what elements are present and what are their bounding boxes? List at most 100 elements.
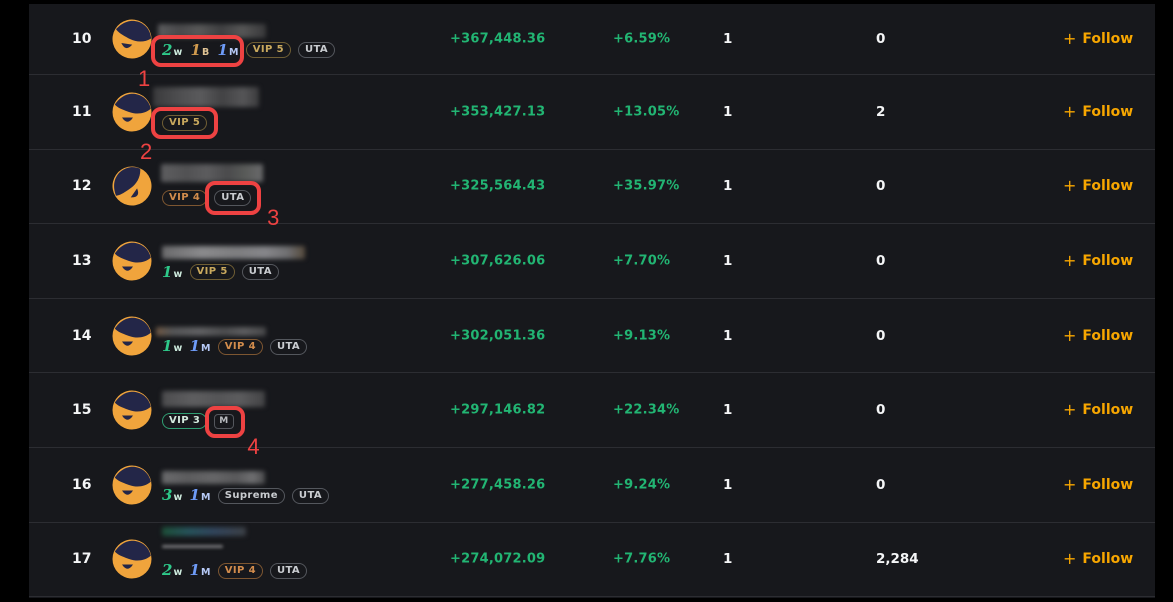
- roi-value: +7.76%: [613, 551, 671, 567]
- count-secondary: 0: [876, 178, 886, 195]
- pnl-value: +353,427.13: [450, 104, 546, 120]
- pnl-value: +297,146.82: [450, 402, 546, 418]
- avatar[interactable]: [112, 92, 152, 132]
- count-secondary: 0: [876, 31, 886, 47]
- annotated-vip-badge: VIP 5 2: [140, 107, 219, 163]
- badge-list: VIP 5 2: [140, 107, 219, 163]
- redacted-username: [162, 544, 223, 548]
- count-primary: 1: [723, 252, 733, 269]
- annotated-uta-badge: UTA 3: [205, 180, 279, 228]
- plus-icon: +: [1063, 101, 1077, 121]
- redacted-username: [162, 470, 265, 484]
- follow-button[interactable]: + Follow: [1063, 549, 1133, 569]
- plus-icon: +: [1063, 474, 1077, 494]
- roi-value: +7.70%: [613, 253, 671, 269]
- avatar[interactable]: [112, 539, 152, 579]
- follow-label: Follow: [1082, 476, 1134, 493]
- count-primary: 1: [723, 402, 733, 419]
- follow-label: Follow: [1082, 252, 1134, 269]
- follow-button[interactable]: + Follow: [1063, 29, 1134, 48]
- count-secondary: 0: [876, 327, 886, 344]
- avatar[interactable]: [112, 166, 152, 206]
- redacted-username: [153, 87, 259, 107]
- m-badge: M: [214, 413, 234, 429]
- vip-badge: VIP 4: [217, 338, 263, 355]
- plus-icon: +: [1063, 29, 1077, 48]
- follow-button[interactable]: + Follow: [1063, 474, 1134, 494]
- follow-button[interactable]: + Follow: [1063, 400, 1134, 420]
- plus-icon: +: [1063, 176, 1077, 196]
- plus-icon: +: [1063, 400, 1077, 420]
- roi-value: +6.59%: [613, 31, 671, 47]
- follow-label: Follow: [1082, 327, 1134, 344]
- vip-badge: VIP 3: [162, 413, 208, 430]
- pnl-value: +302,051.36: [450, 328, 546, 344]
- avatar[interactable]: [112, 465, 152, 505]
- redacted-stat-line: [162, 526, 246, 536]
- moon-avatar-icon: [112, 465, 152, 505]
- redacted-username: [156, 326, 266, 336]
- moon-avatar-icon: [112, 241, 152, 281]
- vip-badge: VIP 5: [162, 115, 208, 131]
- table-row: 12 VIP 4 UTA 3 +325,564.43 +35.97% 1: [29, 150, 1155, 228]
- redacted-username: [162, 246, 305, 260]
- follow-label: Follow: [1082, 402, 1134, 419]
- annotation-label-3: 3: [267, 204, 280, 230]
- vip-badge: VIP 4: [162, 189, 208, 206]
- uta-badge: UTA: [297, 42, 336, 58]
- follow-label: Follow: [1082, 178, 1134, 195]
- count-primary: 1: [723, 476, 733, 493]
- pnl-value: +307,626.06: [450, 253, 546, 269]
- follow-button[interactable]: + Follow: [1063, 176, 1134, 196]
- avatar[interactable]: [112, 316, 152, 356]
- rank-label: 13: [72, 252, 92, 269]
- uta-badge: UTA: [291, 487, 330, 504]
- count-primary: 1: [723, 551, 733, 568]
- follow-label: Follow: [1082, 31, 1134, 47]
- follow-button[interactable]: + Follow: [1063, 101, 1134, 121]
- count-primary: 1: [723, 31, 733, 47]
- follow-button[interactable]: + Follow: [1063, 250, 1134, 270]
- roi-value: +35.97%: [613, 178, 680, 194]
- pnl-value: +325,564.43: [450, 178, 546, 194]
- rank-label: 16: [72, 476, 92, 493]
- moon-avatar-icon: [112, 539, 152, 579]
- count-primary: 1: [723, 103, 733, 120]
- count-secondary: 0: [876, 476, 886, 493]
- count-secondary: 2,284: [876, 551, 919, 568]
- table-row: 15 VIP 3 M 4 +297,146.82 +22.34% 1: [29, 373, 1155, 457]
- plus-icon: +: [1063, 250, 1077, 270]
- vip-badge: VIP 4: [217, 562, 263, 579]
- annotated-m-badge: M 4: [205, 405, 260, 457]
- moon-avatar-icon: [112, 316, 152, 356]
- redacted-username: [162, 391, 265, 408]
- plus-icon: +: [1063, 549, 1077, 569]
- avatar[interactable]: [112, 241, 152, 281]
- annotation-label-4: 4: [247, 433, 260, 459]
- moon-avatar-icon: [112, 92, 152, 132]
- pnl-value: +277,458.26: [450, 477, 546, 493]
- count-secondary: 0: [876, 252, 886, 269]
- uta-badge: UTA: [269, 562, 308, 579]
- uta-badge: UTA: [269, 338, 308, 355]
- avatar[interactable]: [112, 390, 152, 430]
- follow-label: Follow: [1082, 103, 1134, 120]
- avatar[interactable]: [112, 19, 152, 59]
- follow-button[interactable]: + Follow: [1063, 327, 1134, 344]
- table-row: 11 VIP 5 2 +353,427.13 +13.05% 1 2: [29, 75, 1155, 163]
- uta-badge: UTA: [241, 264, 279, 281]
- rank-label: 11: [72, 103, 92, 120]
